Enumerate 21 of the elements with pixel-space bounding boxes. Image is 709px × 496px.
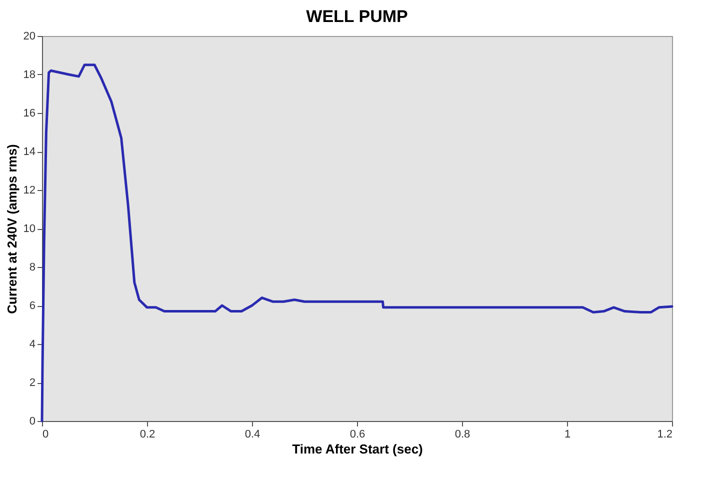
y-tick-label: 18 [23,69,36,81]
x-tick-label: 1.2 [657,428,672,440]
x-tick-label: 1 [564,428,571,440]
y-tick-label: 20 [23,30,36,42]
x-tick-label: 0.8 [454,428,470,440]
y-tick-label: 16 [23,108,36,120]
x-tick-label: 0.6 [350,428,366,440]
y-tick-label: 12 [23,184,36,196]
y-tick-label: 0 [29,416,36,428]
chart-title: WELL PUMP [306,7,408,26]
y-tick-label: 2 [29,377,36,389]
x-axis-title: Time After Start (sec) [292,442,423,456]
x-tick-label: 0.2 [140,428,156,440]
y-tick-label: 8 [29,262,36,274]
x-tick-label: 0.4 [244,428,260,440]
y-tick-label: 6 [29,300,36,312]
y-tick-label: 14 [23,146,36,158]
y-tick-label: 10 [23,223,36,235]
y-tick-label: 4 [29,338,36,350]
y-axis-title: Current at 240V (amps rms) [4,144,20,314]
x-tick-label: 0 [42,428,49,440]
